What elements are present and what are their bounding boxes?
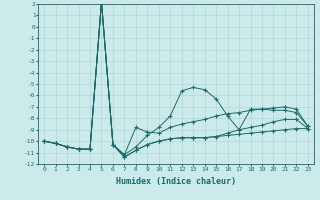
X-axis label: Humidex (Indice chaleur): Humidex (Indice chaleur) <box>116 177 236 186</box>
